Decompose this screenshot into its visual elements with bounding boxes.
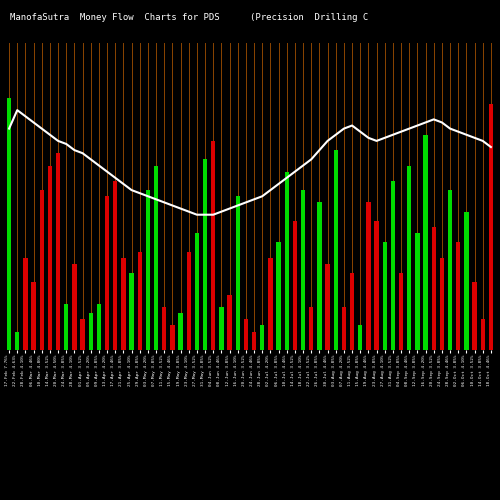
Bar [480, 319, 485, 350]
Bar [301, 190, 306, 350]
Bar [440, 258, 444, 350]
Bar [23, 258, 28, 350]
Bar [488, 104, 493, 350]
Bar [358, 326, 362, 350]
Bar [40, 190, 44, 350]
Bar [56, 153, 60, 350]
Bar [7, 98, 12, 350]
Bar [415, 233, 420, 350]
Bar [472, 282, 477, 350]
Bar [203, 160, 207, 350]
Bar [96, 304, 101, 350]
Bar [399, 273, 404, 350]
Bar [424, 134, 428, 350]
Bar [170, 326, 174, 350]
Bar [268, 258, 272, 350]
Bar [448, 190, 452, 350]
Bar [194, 233, 199, 350]
Bar [130, 273, 134, 350]
Bar [456, 242, 460, 350]
Bar [382, 242, 387, 350]
Text: (Precision  Drilling C: (Precision Drilling C [250, 12, 368, 22]
Bar [32, 282, 36, 350]
Bar [342, 307, 346, 350]
Bar [350, 273, 354, 350]
Bar [113, 181, 117, 350]
Bar [276, 242, 281, 350]
Bar [88, 313, 93, 350]
Bar [326, 264, 330, 350]
Bar [219, 307, 224, 350]
Bar [260, 326, 264, 350]
Bar [64, 304, 68, 350]
Bar [105, 196, 110, 350]
Bar [48, 166, 52, 350]
Bar [292, 221, 297, 350]
Bar [317, 202, 322, 350]
Bar [186, 252, 191, 350]
Bar [138, 252, 142, 350]
Bar [72, 264, 76, 350]
Bar [309, 307, 314, 350]
Bar [15, 332, 20, 350]
Bar [374, 221, 379, 350]
Bar [146, 190, 150, 350]
Bar [236, 196, 240, 350]
Bar [252, 332, 256, 350]
Bar [228, 294, 232, 350]
Bar [80, 319, 85, 350]
Bar [244, 319, 248, 350]
Bar [390, 181, 395, 350]
Text: ManofaSutra  Money Flow  Charts for PDS: ManofaSutra Money Flow Charts for PDS [10, 12, 220, 22]
Bar [121, 258, 126, 350]
Bar [407, 166, 412, 350]
Bar [366, 202, 370, 350]
Bar [464, 212, 468, 350]
Bar [284, 172, 289, 350]
Bar [178, 313, 183, 350]
Bar [211, 141, 216, 350]
Bar [154, 166, 158, 350]
Bar [334, 150, 338, 350]
Bar [162, 307, 166, 350]
Bar [432, 227, 436, 350]
